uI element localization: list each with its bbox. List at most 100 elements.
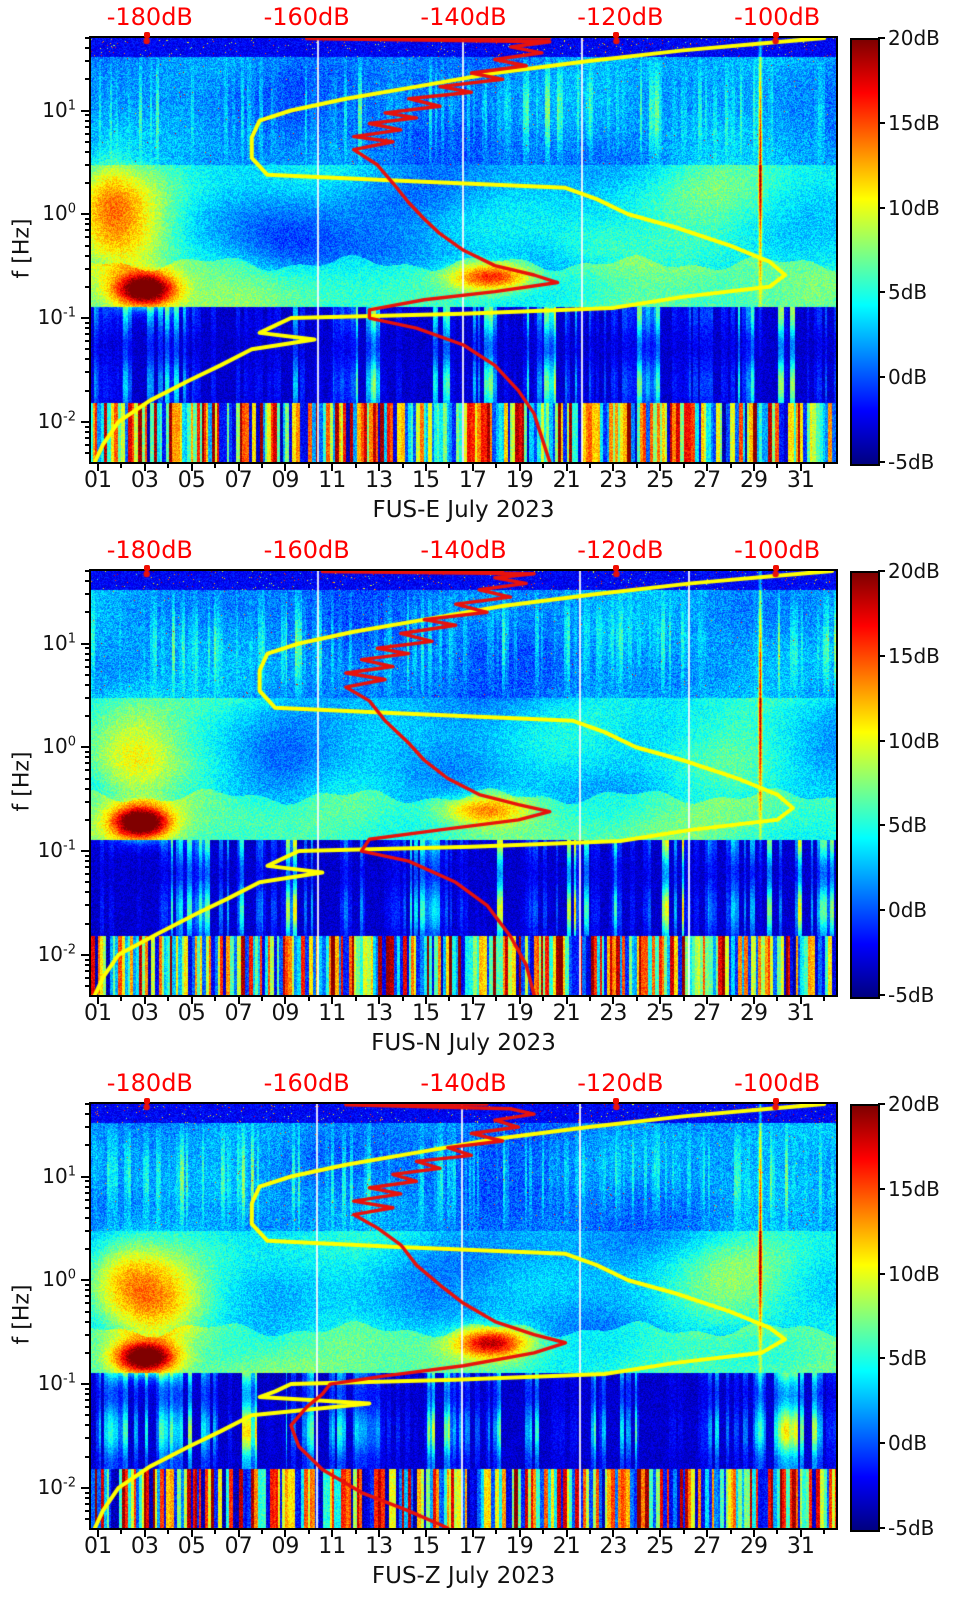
y-axis-tick (81, 109, 89, 112)
x-axis-tick (589, 997, 591, 1001)
panel-title: FUS-Z July 2023 (371, 1563, 556, 1589)
x-tick-label: 13 (365, 1001, 394, 1026)
y-axis-minor-tick (85, 1387, 89, 1390)
colorbar-tick-label: -5dB (888, 983, 935, 1007)
colorbar-tick-label: 0dB (888, 898, 928, 923)
colorbar-tick-label: 20dB (888, 26, 940, 50)
x-tick-label: 07 (224, 1534, 253, 1559)
y-axis-minor-tick (85, 1399, 89, 1402)
spectrogram-panel-fus-z: FUS-Z July 2023 f [Hz] -180dB -160dB -140d… (0, 1066, 962, 1599)
x-axis-tick (354, 1530, 357, 1534)
colorbar-tick-label: 20dB (888, 559, 940, 583)
y-axis-minor-tick (85, 985, 89, 988)
x-axis-tick (612, 997, 615, 1004)
x-axis-tick (120, 997, 123, 1001)
y-axis-minor-tick (85, 132, 89, 135)
x-axis-tick (823, 464, 826, 468)
top-axis-tick (613, 565, 620, 571)
top-axis-tick (772, 1098, 779, 1104)
top-axis-tick (772, 32, 779, 38)
x-axis-tick (401, 464, 404, 468)
spectrogram-canvas (91, 1104, 836, 1528)
x-axis-tick (378, 1530, 381, 1537)
x-axis-tick (448, 997, 451, 1001)
top-axis-label: -120dB (577, 1069, 664, 1097)
y-tick-label: 10-2 (37, 408, 76, 433)
x-axis-tick (120, 1530, 123, 1534)
x-tick-label: 25 (646, 1001, 675, 1026)
y-axis-minor-tick (85, 762, 89, 765)
y-axis-minor-tick (85, 1198, 89, 1201)
y-axis-tick (81, 953, 89, 956)
y-axis-minor-tick (85, 436, 89, 439)
y-axis-minor-tick (85, 1302, 89, 1305)
y-axis-minor-tick (85, 236, 89, 239)
x-axis-tick (495, 997, 498, 1001)
x-axis-tick (518, 1530, 521, 1537)
x-axis-tick (565, 464, 568, 471)
x-axis-tick (753, 997, 755, 1004)
y-axis-minor-tick (85, 119, 89, 122)
x-axis-tick (331, 1530, 334, 1537)
colorbar-tick (878, 909, 885, 912)
y-axis-minor-tick (85, 777, 89, 780)
y-axis-minor-tick (85, 958, 89, 961)
y-axis-minor-tick (85, 652, 89, 655)
x-axis-tick (542, 464, 545, 468)
y-axis-minor-tick (85, 751, 89, 754)
y-axis-minor-tick (85, 254, 89, 257)
x-axis-tick (378, 464, 381, 471)
y-axis-minor-tick (85, 1126, 89, 1129)
spectrogram-canvas (91, 571, 836, 995)
top-axis-label: -160dB (263, 3, 350, 31)
x-axis-tick (823, 1530, 826, 1534)
y-axis-minor-tick (85, 1496, 89, 1499)
x-axis-tick (261, 997, 264, 1001)
top-axis-tick (613, 32, 620, 38)
colorbar-tick-label: 15dB (888, 1176, 940, 1201)
y-axis-minor-tick (85, 1191, 89, 1194)
y-axis-tick (81, 850, 89, 853)
x-axis-tick (284, 464, 287, 471)
y-tick-label: 100 (42, 734, 76, 759)
x-tick-label: 05 (177, 1534, 206, 1559)
colorbar-tick (878, 291, 885, 294)
y-axis-minor-tick (85, 976, 89, 979)
y-axis-minor-tick (85, 1333, 89, 1336)
x-axis-tick (682, 997, 685, 1001)
x-axis-tick (589, 464, 591, 468)
top-axis-tick (143, 32, 150, 38)
x-axis-tick (753, 1530, 755, 1537)
top-axis-label: -140dB (420, 1069, 507, 1097)
x-axis-tick (682, 1530, 685, 1534)
y-tick-label: 10-2 (37, 1474, 76, 1499)
y-axis-minor-tick (85, 570, 89, 572)
x-tick-label: 05 (177, 1001, 206, 1026)
y-axis-tick (81, 642, 89, 645)
y-tick-label: 100 (42, 201, 76, 226)
x-axis-tick (97, 997, 100, 1004)
x-tick-label: 05 (177, 468, 206, 493)
colorbar-tick-label: 5dB (888, 813, 928, 838)
x-tick-label: 21 (552, 1001, 581, 1026)
x-axis-tick (425, 464, 428, 471)
y-axis-minor-tick (85, 593, 89, 596)
panel-title: FUS-E July 2023 (372, 497, 555, 523)
x-tick-label: 29 (740, 1001, 768, 1026)
y-axis-minor-tick (85, 1502, 89, 1505)
colorbar-tick (878, 824, 885, 827)
y-axis-minor-tick (85, 78, 89, 81)
x-tick-label: 01 (84, 468, 113, 493)
x-axis-tick (635, 464, 638, 468)
x-axis-tick (354, 997, 357, 1001)
y-axis-minor-tick (85, 1103, 89, 1105)
x-tick-label: 29 (740, 1534, 768, 1559)
y-axis-minor-tick (85, 800, 89, 803)
y-axis-minor-tick (85, 1518, 89, 1521)
y-axis-minor-tick (85, 1206, 89, 1209)
colorbar-tick-label: 0dB (888, 1431, 928, 1456)
colorbar-gradient (852, 40, 878, 464)
colorbar-tick-label: 0dB (888, 365, 928, 390)
x-tick-label: 29 (740, 468, 768, 493)
top-axis-label: -180dB (106, 1069, 193, 1097)
